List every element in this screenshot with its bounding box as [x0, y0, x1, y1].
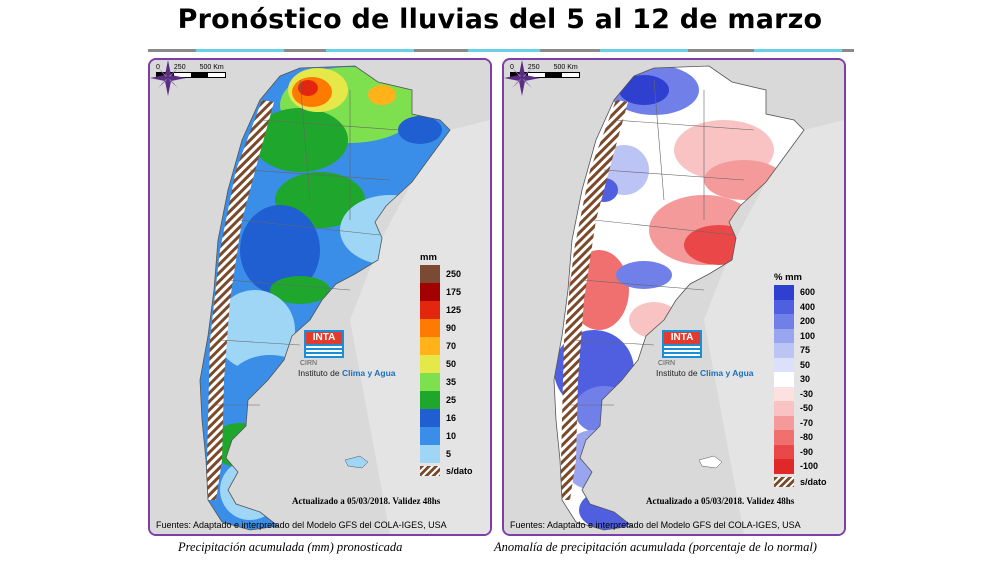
legend-swatch: [774, 328, 794, 343]
legend-swatch: [420, 283, 440, 301]
legend-label: 250: [446, 269, 462, 279]
legend-swatch: [774, 343, 794, 358]
compass-rose-icon: [150, 60, 186, 96]
precipitation-map: [150, 60, 490, 534]
update-note: Actualizado a 05/03/2018. Validez 48hs: [292, 496, 441, 506]
legend-item: 250: [420, 265, 473, 283]
legend-label: 35: [446, 377, 457, 387]
legend-swatch: [774, 415, 794, 430]
inta-logo: INTA CIRN Instituto de Clima y Agua: [656, 330, 754, 378]
legend-label: 70: [446, 341, 457, 351]
legend-label: 90: [446, 323, 457, 333]
legend-item: 16: [420, 409, 473, 427]
legend-label: 175: [446, 287, 462, 297]
legend-swatch: [420, 391, 440, 409]
legend-item: 50: [774, 357, 827, 372]
source-note: Fuentes: Adaptado e interpretado del Mod…: [510, 520, 801, 530]
legend-item: 50: [420, 355, 473, 373]
legend-swatch: [774, 314, 794, 329]
legend-item: 100: [774, 328, 827, 343]
update-note: Actualizado a 05/03/2018. Validez 48hs: [646, 496, 795, 506]
legend-label: 200: [800, 316, 816, 327]
malvinas-islands: [698, 455, 723, 469]
legend-item: 25: [420, 391, 473, 409]
legend-swatch: [420, 409, 440, 427]
legend-item: -30: [774, 386, 827, 401]
legend-item: 90: [420, 319, 473, 337]
legend-label: -100: [800, 461, 819, 472]
legend-item: 175: [420, 283, 473, 301]
legend-label: -30: [800, 388, 814, 399]
legend-label: 10: [446, 431, 457, 441]
legend-label: 75: [800, 345, 811, 356]
legend-item: -50: [774, 401, 827, 416]
legend-label: 30: [800, 374, 811, 385]
page-title: Pronóstico de lluvias del 5 al 12 de mar…: [177, 4, 823, 35]
legend-item: 75: [774, 343, 827, 358]
legend-item: 600: [774, 285, 827, 300]
right-map-caption: Anomalía de precipitación acumulada (por…: [494, 540, 817, 554]
legend-swatch: [774, 372, 794, 387]
legend-item: 125: [420, 301, 473, 319]
legend-item: -100: [774, 459, 827, 474]
precipitation-map-panel: 0 250 500 Km mm 250 175 125 90 70 50 35 25 16 10 5 s…: [148, 58, 492, 536]
legend-swatch: [774, 299, 794, 314]
malvinas-islands: [344, 455, 369, 469]
legend-swatch: [420, 337, 440, 355]
legend-item: 70: [420, 337, 473, 355]
legend-item: 30: [774, 372, 827, 387]
legend-item: 200: [774, 314, 827, 329]
legend-label: 25: [446, 395, 457, 405]
inta-logo: INTA CIRN Instituto de Clima y Agua: [298, 330, 396, 378]
legend-item: -70: [774, 415, 827, 430]
legend-swatch: [774, 401, 794, 416]
legend-label: 16: [446, 413, 457, 423]
title-divider: [148, 49, 854, 52]
legend-item: 35: [420, 373, 473, 391]
legend-swatch: [420, 373, 440, 391]
legend-swatch: [420, 319, 440, 337]
precipitation-legend: mm 250 175 125 90 70 50 35 25 16 10 5 s/dato: [420, 252, 473, 476]
anomaly-legend: % mm 600 400 200 100 75 50 30 -30 -50 -70 -80 -90 -1…: [774, 272, 827, 487]
legend-item: 400: [774, 299, 827, 314]
legend-label: -70: [800, 417, 814, 428]
source-note: Fuentes: Adaptado e interpretado del Mod…: [156, 520, 447, 530]
legend-label: -50: [800, 403, 814, 414]
legend-label: -80: [800, 432, 814, 443]
legend-swatch: [774, 430, 794, 445]
compass-rose-icon: [504, 60, 540, 96]
legend-label: 50: [446, 359, 457, 369]
legend-label: 50: [800, 359, 811, 370]
legend-swatch: [420, 301, 440, 319]
legend-swatch: [420, 427, 440, 445]
legend-label: -90: [800, 446, 814, 457]
legend-swatch: [774, 444, 794, 459]
legend-label: 125: [446, 305, 462, 315]
no-data-legend: s/dato: [774, 476, 827, 487]
legend-label: 100: [800, 330, 816, 341]
legend-swatch: [774, 459, 794, 474]
legend-item: -80: [774, 430, 827, 445]
legend-label: 5: [446, 449, 452, 459]
legend-swatch: [774, 357, 794, 372]
legend-swatch: [774, 386, 794, 401]
legend-swatch: [774, 285, 794, 300]
legend-label: 600: [800, 287, 816, 298]
legend-swatch: [420, 355, 440, 373]
left-map-caption: Precipitación acumulada (mm) pronosticad…: [178, 540, 403, 554]
legend-label: 400: [800, 301, 816, 312]
legend-swatch: [420, 265, 440, 283]
legend-swatch: [420, 445, 440, 463]
no-data-legend: s/dato: [420, 466, 473, 476]
legend-item: 10: [420, 427, 473, 445]
legend-item: 5: [420, 445, 473, 463]
anomaly-map-panel: 0 250 500 Km % mm 600 400 200 100 75 50 30 -30 -50…: [502, 58, 846, 536]
legend-item: -90: [774, 444, 827, 459]
